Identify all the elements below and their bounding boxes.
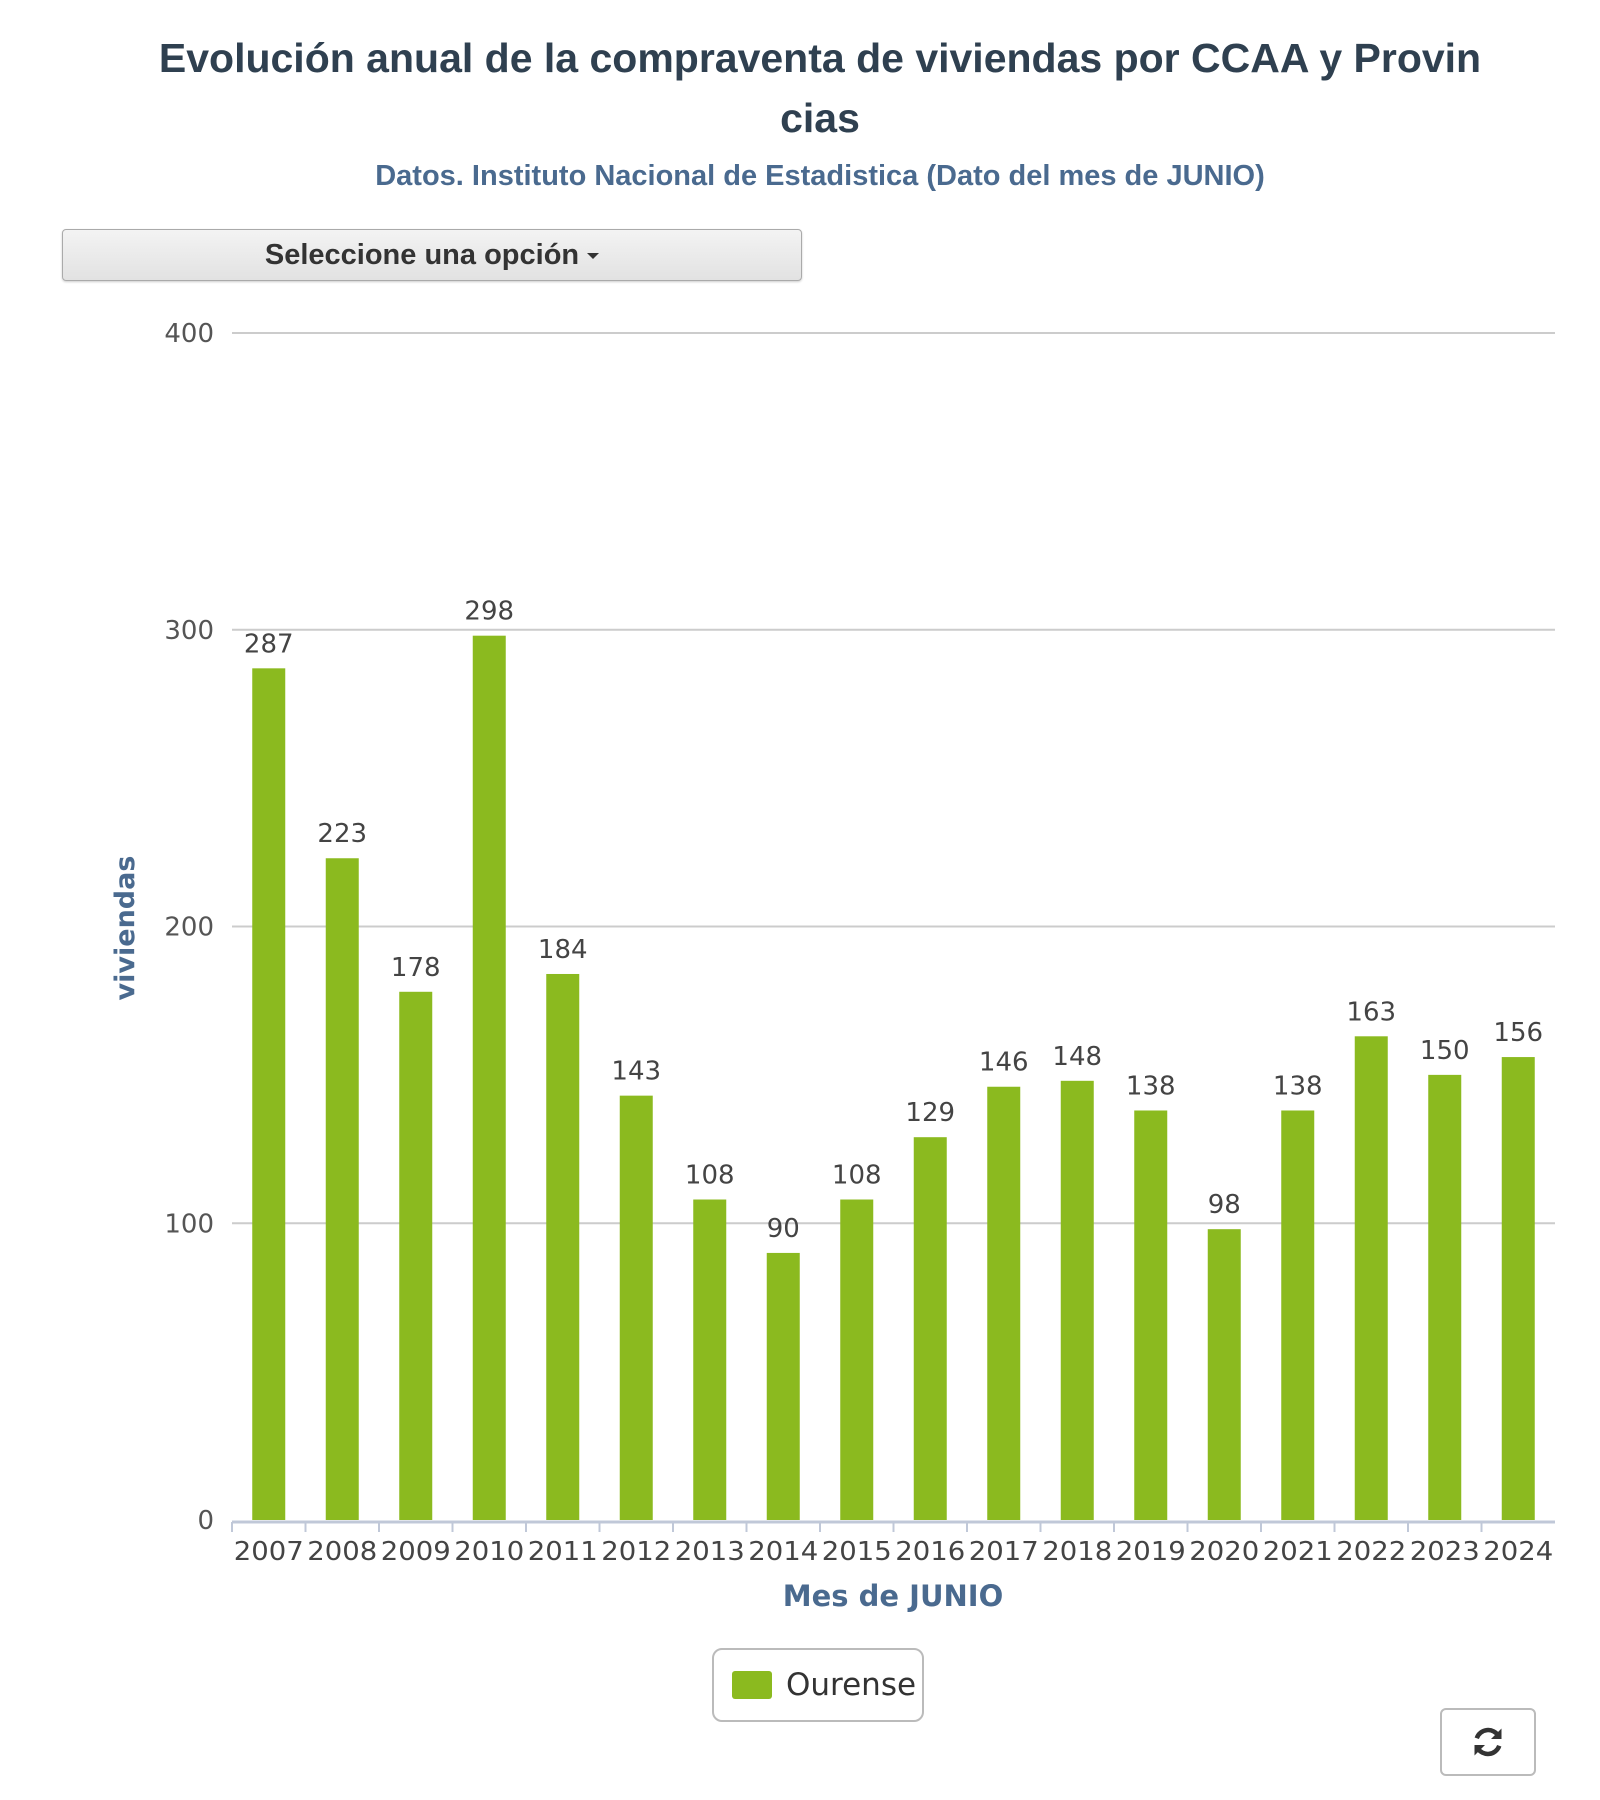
- bar-2024[interactable]: [1501, 1057, 1535, 1520]
- chart-title: Evolución anual de la compraventa de viv…: [100, 28, 1540, 148]
- x-tick-label: 2021: [1263, 1537, 1333, 1567]
- select-option-dropdown[interactable]: Seleccione una opción: [62, 229, 802, 281]
- data-label: 156: [1493, 1018, 1543, 1048]
- y-tick-label: 200: [164, 913, 214, 943]
- refresh-icon: [1474, 1727, 1502, 1757]
- x-tick-label: 2023: [1410, 1537, 1480, 1567]
- data-label: 138: [1126, 1071, 1176, 1101]
- x-tick-label: 2008: [307, 1537, 377, 1567]
- x-tick-label: 2013: [675, 1537, 745, 1567]
- data-label: 146: [979, 1048, 1029, 1078]
- y-axis-title: viviendas: [110, 856, 141, 1001]
- data-label: 148: [1052, 1042, 1102, 1072]
- data-label: 90: [767, 1214, 800, 1244]
- bars: 287 223 178 298 184 143 108 90 108 129 146 148 138 98…: [244, 597, 1543, 1520]
- bar-2018[interactable]: [1060, 1080, 1094, 1520]
- data-label: 138: [1273, 1071, 1323, 1101]
- x-tick-label: 2018: [1042, 1537, 1112, 1567]
- data-label: 108: [832, 1161, 882, 1191]
- x-tick-label: 2007: [234, 1537, 304, 1567]
- bar-2016[interactable]: [913, 1137, 947, 1520]
- x-tick-label: 2022: [1336, 1537, 1406, 1567]
- refresh-button[interactable]: [1440, 1708, 1536, 1776]
- chart-title-line-2: cias: [780, 95, 860, 141]
- data-label: 143: [611, 1057, 661, 1087]
- select-option-label: Seleccione una opción: [264, 239, 580, 271]
- legend-item-ourense[interactable]: Ourense: [712, 1648, 924, 1722]
- x-axis-title: Mes de JUNIO: [783, 1579, 1003, 1613]
- data-label: 163: [1346, 997, 1396, 1027]
- chart-title-line-1: Evolución anual de la compraventa de viv…: [158, 35, 1482, 81]
- legend-swatch: [732, 1671, 772, 1699]
- data-label: 223: [317, 819, 367, 849]
- x-tick-label: 2016: [895, 1537, 965, 1567]
- bar-2010[interactable]: [472, 635, 506, 1520]
- data-label: 184: [538, 935, 588, 965]
- x-tick-label: 2015: [822, 1537, 892, 1567]
- x-tick-label: 2020: [1189, 1537, 1259, 1567]
- bar-2017[interactable]: [987, 1086, 1021, 1520]
- data-label: 178: [391, 953, 441, 983]
- x-tick-label: 2019: [1116, 1537, 1186, 1567]
- data-label: 98: [1208, 1190, 1241, 1220]
- bar-2007[interactable]: [252, 668, 286, 1520]
- x-tick-label: 2012: [601, 1537, 671, 1567]
- x-axis-ticks: 2007 2008 2009 2010 2011 2012 2013 2014 2015 2016…: [231, 1522, 1553, 1567]
- data-label: 129: [905, 1098, 955, 1128]
- bar-2020[interactable]: [1207, 1229, 1241, 1520]
- bar-2013[interactable]: [693, 1199, 727, 1520]
- bar-2012[interactable]: [619, 1095, 653, 1520]
- y-tick-label: 400: [164, 319, 214, 349]
- y-axis-ticks: 0 100 200 300 400: [164, 319, 214, 1536]
- bar-2014[interactable]: [766, 1252, 800, 1520]
- bar-2008[interactable]: [325, 858, 359, 1520]
- bar-2023[interactable]: [1428, 1074, 1462, 1520]
- bar-2019[interactable]: [1134, 1110, 1168, 1520]
- y-tick-label: 0: [197, 1506, 214, 1536]
- bar-2022[interactable]: [1354, 1036, 1388, 1520]
- x-tick-label: 2011: [528, 1537, 598, 1567]
- chart-subtitle: Datos. Instituto Nacional de Estadistica…: [375, 160, 1265, 192]
- x-tick-label: 2014: [748, 1537, 818, 1567]
- legend-label: Ourense: [786, 1667, 917, 1703]
- x-tick-label: 2009: [381, 1537, 451, 1567]
- data-label: 150: [1420, 1036, 1470, 1066]
- bar-2015[interactable]: [840, 1199, 874, 1520]
- data-label: 287: [244, 629, 294, 659]
- bar-2009[interactable]: [399, 991, 433, 1520]
- caret-down-icon: [587, 253, 600, 260]
- y-tick-label: 300: [164, 616, 214, 646]
- data-label: 298: [464, 597, 514, 627]
- x-tick-label: 2017: [969, 1537, 1039, 1567]
- bar-2021[interactable]: [1281, 1110, 1315, 1520]
- data-label: 108: [685, 1161, 735, 1191]
- x-tick-label: 2010: [454, 1537, 524, 1567]
- y-tick-label: 100: [164, 1209, 214, 1239]
- x-tick-label: 2024: [1483, 1537, 1553, 1567]
- bar-2011[interactable]: [546, 973, 580, 1520]
